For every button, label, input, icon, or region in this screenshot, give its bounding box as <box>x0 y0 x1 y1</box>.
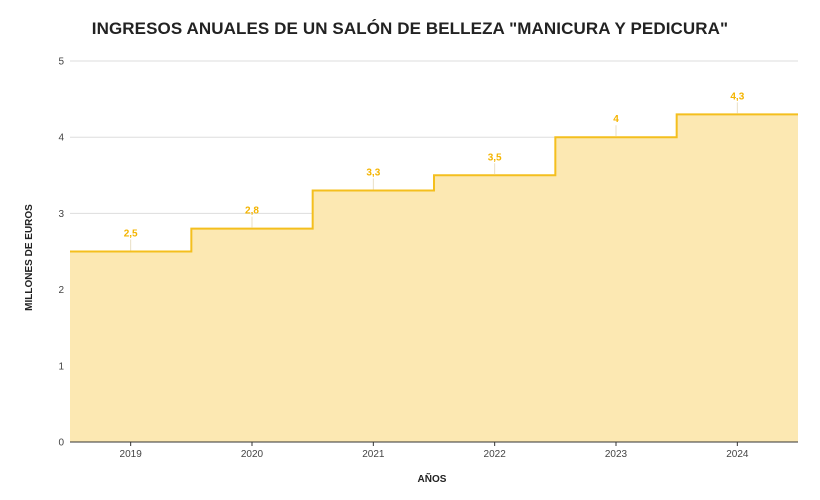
data-label: 4,3 <box>730 91 744 102</box>
y-tick-label: 3 <box>58 209 64 220</box>
data-label: 3,5 <box>488 152 502 163</box>
y-tick-label: 2 <box>58 285 64 296</box>
x-tick-label: 2022 <box>484 449 507 460</box>
y-tick-label: 5 <box>58 57 64 68</box>
x-tick-label: 2020 <box>241 449 264 460</box>
chart-title: INGRESOS ANUALES DE UN SALÓN DE BELLEZA … <box>91 19 729 38</box>
y-axis-title: MILLONES DE EUROS <box>24 204 35 311</box>
x-tick-label: 2024 <box>726 449 749 460</box>
x-tick-label: 2023 <box>605 449 628 460</box>
x-tick-label: 2021 <box>362 449 385 460</box>
y-tick-label: 0 <box>58 438 64 449</box>
area-fill <box>70 114 798 442</box>
x-axis-title: AÑOS <box>418 472 447 485</box>
y-tick-label: 4 <box>58 133 64 144</box>
x-tick-label: 2019 <box>120 449 143 460</box>
data-label: 3,3 <box>366 168 380 179</box>
data-label: 2,5 <box>124 229 138 240</box>
series-line <box>70 113 798 253</box>
data-label: 4 <box>613 114 619 125</box>
y-tick-label: 1 <box>58 361 64 372</box>
data-label: 2,8 <box>245 206 259 217</box>
